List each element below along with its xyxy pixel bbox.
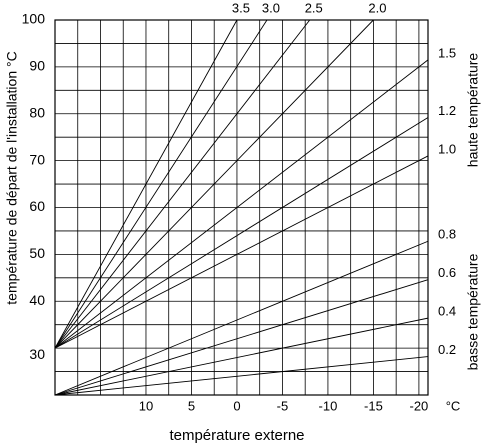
y-tick-label: 60 [29,198,45,214]
x-unit: °C [446,398,461,413]
curve-label: 1.0 [438,141,456,156]
x-tick-label: -15 [364,398,383,413]
heating-curve [54,279,429,396]
heating-curve [54,19,374,349]
y-tick-label: 70 [29,151,45,167]
y-tick-label: 50 [29,245,45,261]
plot-frame [54,19,429,396]
heating-curve [54,59,429,349]
curve-label: 2.5 [305,0,323,15]
heating-curve [54,19,238,349]
y-tick-label: 100 [22,11,46,27]
x-tick-label: -5 [277,398,289,413]
x-tick-label: 10 [139,398,153,413]
curve-label: 1.5 [438,45,456,60]
x-tick-label: 5 [188,398,195,413]
heating-curve [54,155,429,349]
curve-label: 3.5 [232,0,250,15]
curve-label: 1.2 [438,103,456,118]
x-tick-label: 0 [233,398,240,413]
curve-label: 2.0 [368,0,386,15]
right-title: haute température [465,53,481,168]
x-tick-label: -20 [410,398,429,413]
heating-curve [54,356,429,396]
curve-label: 0.2 [438,342,456,357]
heating-curve [54,317,429,396]
right-title: basse température [465,253,481,370]
curve-label: 0.4 [438,304,456,319]
heating-curve [54,19,311,349]
heating-curve [54,240,429,396]
heating-curve [54,19,268,349]
curve-label: 3.0 [262,0,280,15]
curve-label: 0.6 [438,265,456,280]
y-tick-label: 30 [29,346,45,362]
y-axis-title: température de départ de l'installation … [4,51,20,304]
heating-curve [54,117,429,349]
x-axis-title: température externe [169,427,304,444]
x-tick-label: -10 [319,398,338,413]
y-tick-label: 40 [29,292,45,308]
y-tick-label: 90 [29,58,45,74]
curve-label: 0.8 [438,227,456,242]
y-tick-label: 80 [29,104,45,120]
